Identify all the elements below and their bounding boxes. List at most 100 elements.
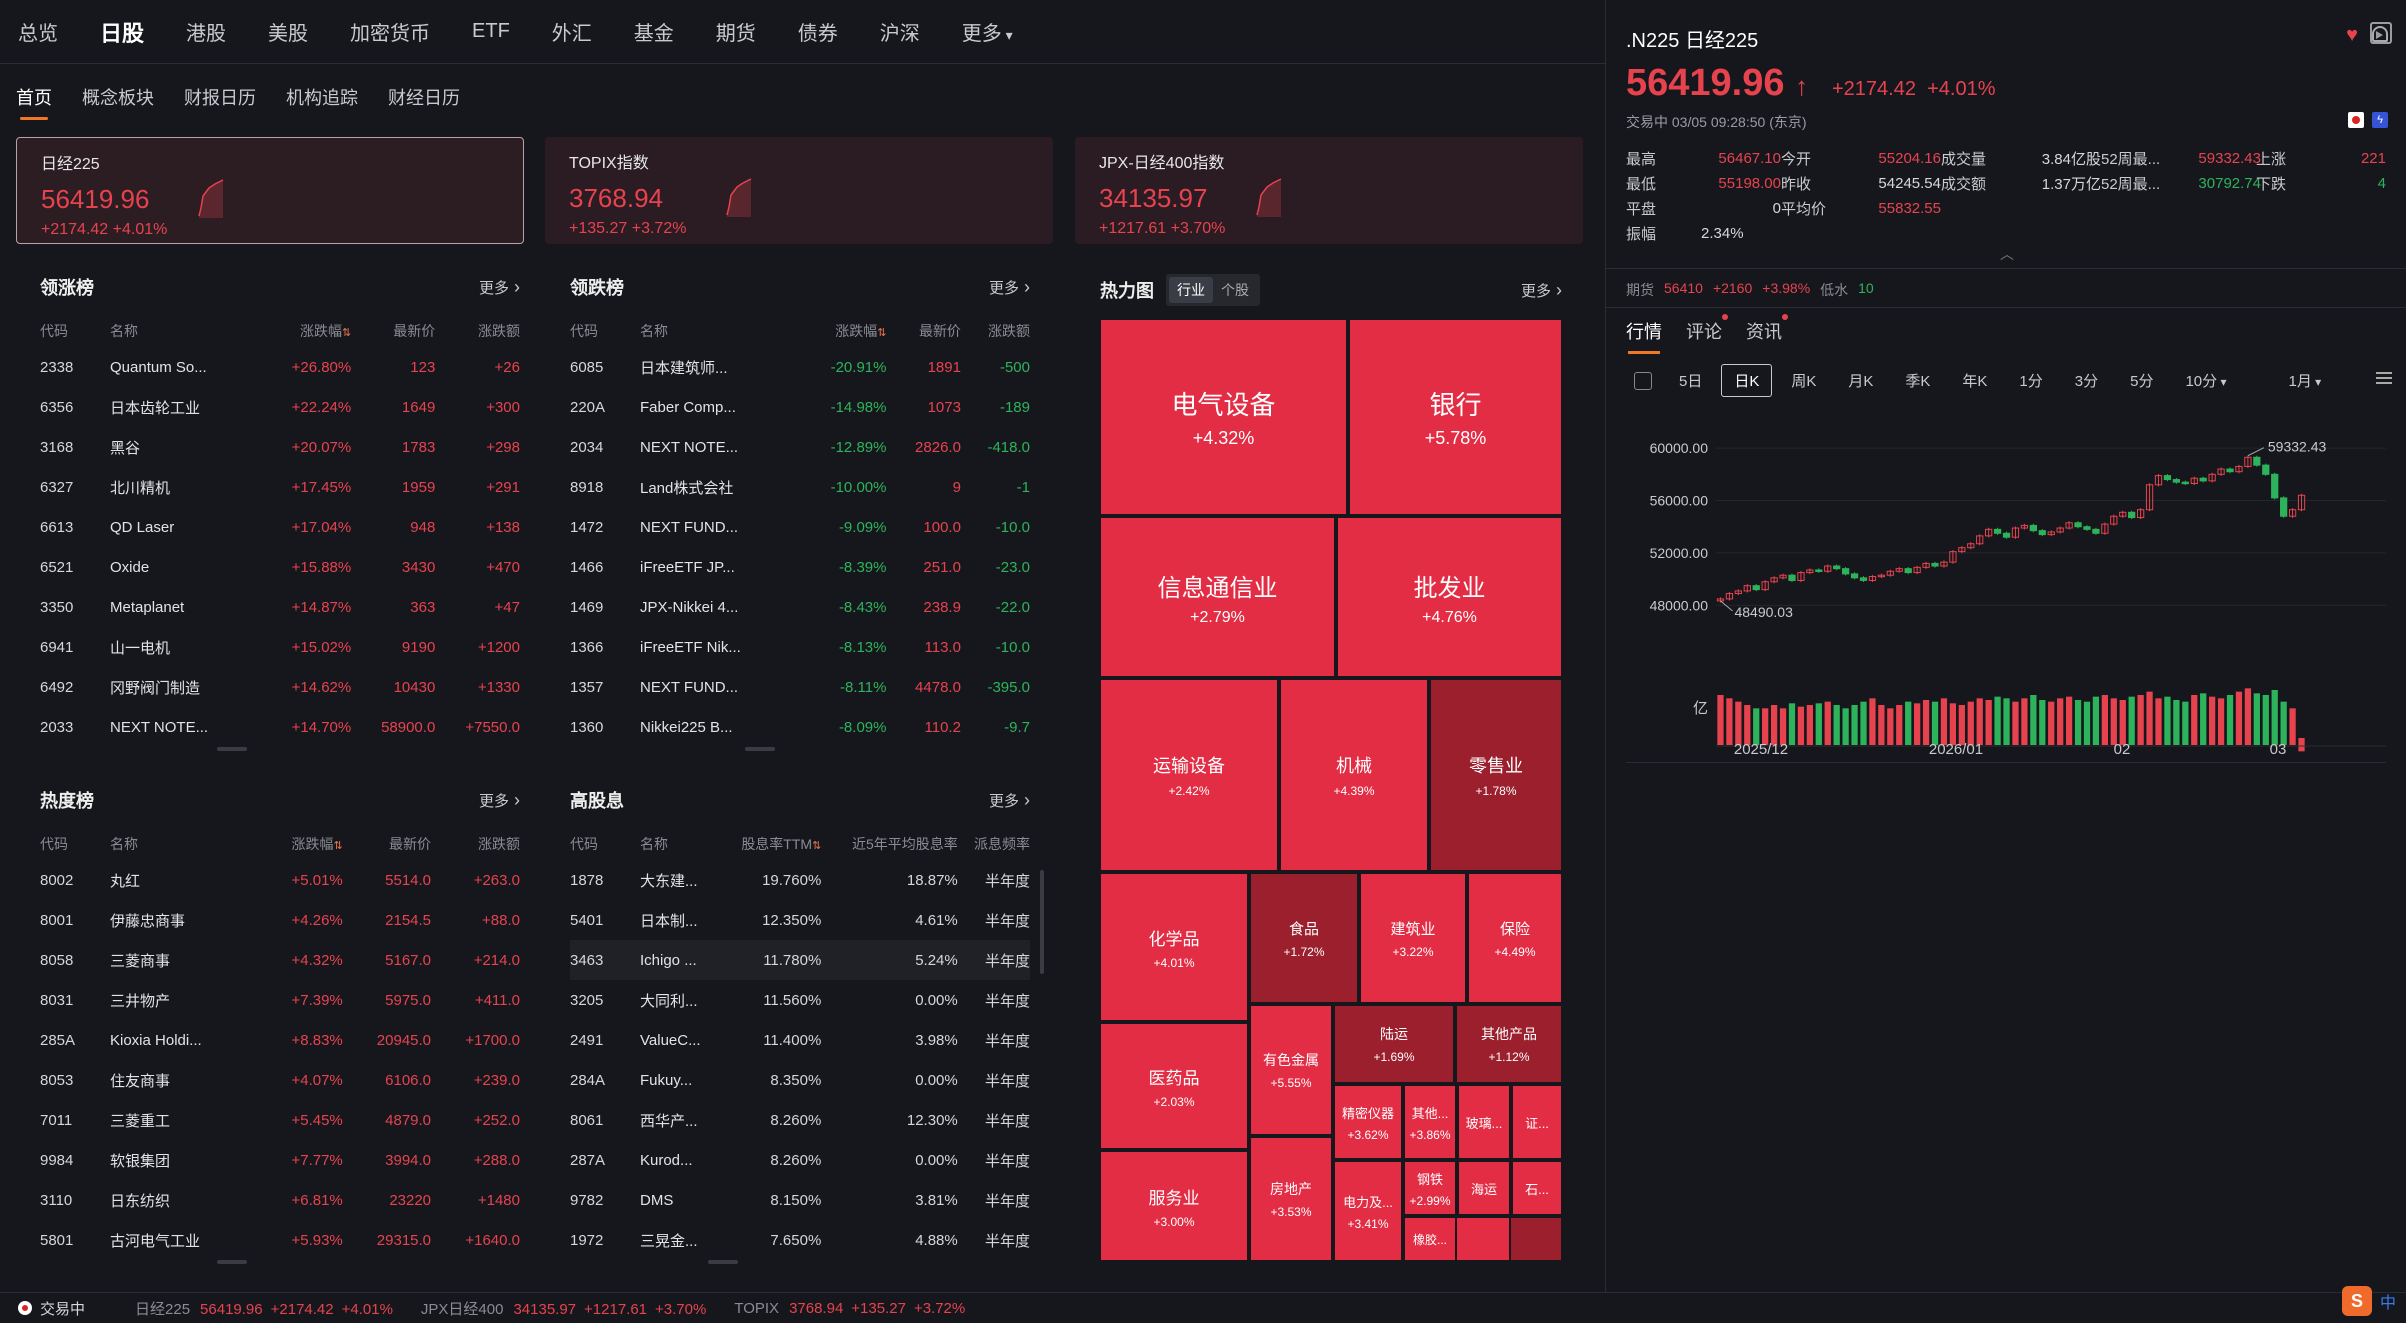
column-header[interactable]: 涨跌额 bbox=[431, 834, 520, 860]
table-row[interactable]: 6521 Oxide +15.88% 3430 +470 bbox=[40, 547, 520, 587]
period-3[interactable]: 月K bbox=[1848, 373, 1874, 390]
table-row[interactable]: 1472 NEXT FUND... -9.09% 100.0 -10.0 bbox=[570, 507, 1030, 547]
sogou-ime-icon[interactable]: S bbox=[2341, 1286, 2372, 1316]
heatmap-tile[interactable]: 医药品 +2.03% bbox=[1099, 1022, 1249, 1150]
subtab-2[interactable]: 财报日历 bbox=[184, 88, 256, 108]
table-row[interactable]: 1366 iFreeETF Nik... -8.13% 113.0 -10.0 bbox=[570, 627, 1030, 667]
ticker-item[interactable]: 日经225 56419.96 +2174.42 +4.01% bbox=[135, 1298, 393, 1319]
table-row[interactable]: 5801 古河电气工业 +5.93% 29315.0 +1640.0 bbox=[40, 1220, 520, 1260]
table-row[interactable]: 285A Kioxia Holdi... +8.83% 20945.0 +1700.0 bbox=[40, 1020, 520, 1060]
table-row[interactable]: 1466 iFreeETF JP... -8.39% 251.0 -23.0 bbox=[570, 547, 1030, 587]
nav-tab-6[interactable]: 外汇 bbox=[551, 23, 592, 45]
ime-language[interactable]: 中 bbox=[2379, 1295, 2396, 1312]
table-row[interactable]: 6613 QD Laser +17.04% 948 +138 bbox=[40, 507, 520, 547]
scrollbar[interactable] bbox=[745, 747, 775, 751]
heatmap-tile[interactable]: 保险 +4.49% bbox=[1467, 872, 1563, 1004]
period-8[interactable]: 5分 bbox=[2130, 373, 2154, 390]
nav-more-dropdown[interactable]: 更多 bbox=[962, 17, 1013, 46]
ticker-item[interactable]: JPX日经400 34135.97 +1217.61 +3.70% bbox=[421, 1298, 706, 1319]
heatmap-tile[interactable]: 电气设备 +4.32% bbox=[1099, 318, 1348, 516]
nav-tab-4[interactable]: 加密货币 bbox=[350, 23, 431, 45]
column-header[interactable]: 涨跌额 bbox=[961, 321, 1030, 347]
more-link[interactable]: 更多 bbox=[479, 790, 520, 811]
subtab-1[interactable]: 概念板块 bbox=[82, 88, 154, 108]
intraday-icon[interactable] bbox=[1634, 371, 1652, 390]
table-row[interactable]: 8002 丸红 +5.01% 5514.0 +263.0 bbox=[40, 860, 520, 900]
column-header[interactable]: 涨跌幅⇅ bbox=[259, 834, 343, 860]
table-row[interactable]: 8061 西华产... 8.260% 12.30% 半年度 bbox=[570, 1100, 1030, 1140]
heatmap-tile[interactable]: 批发业 +4.76% bbox=[1336, 516, 1563, 678]
column-header[interactable]: 涨跌幅⇅ bbox=[796, 321, 887, 347]
segment-stocks[interactable]: 个股 bbox=[1221, 282, 1249, 298]
table-row[interactable]: 8031 三井物产 +7.39% 5975.0 +411.0 bbox=[40, 980, 520, 1020]
period-2[interactable]: 周K bbox=[1791, 373, 1817, 390]
period-4[interactable]: 季K bbox=[1905, 373, 1931, 390]
heatmap-tile[interactable]: 石... bbox=[1511, 1160, 1563, 1216]
column-header[interactable]: 名称 bbox=[110, 321, 259, 347]
period-9[interactable]: 10分 bbox=[2172, 364, 2239, 397]
table-row[interactable]: 6492 冈野阀门制造 +14.62% 10430 +1330 bbox=[40, 667, 520, 707]
expand-chevron-icon[interactable]: ︿ bbox=[2000, 246, 2014, 262]
scrollbar[interactable] bbox=[217, 1260, 247, 1264]
column-header[interactable]: 派息频率 bbox=[958, 834, 1030, 860]
nav-tab-1[interactable]: 日股 bbox=[100, 20, 145, 46]
heatmap-tile[interactable]: 陆运 +1.69% bbox=[1333, 1004, 1455, 1084]
heatmap-tile[interactable]: 其他... +3.86% bbox=[1403, 1084, 1457, 1160]
column-header[interactable]: 代码 bbox=[40, 321, 110, 347]
heatmap-tile[interactable]: 零售业 +1.78% bbox=[1429, 678, 1563, 872]
table-row[interactable]: 3110 日东纺织 +6.81% 23220 +1480 bbox=[40, 1180, 520, 1220]
ime-toolbar[interactable]: S 中 bbox=[2341, 1286, 2396, 1316]
table-row[interactable]: 2338 Quantum So... +26.80% 123 +26 bbox=[40, 347, 520, 387]
column-header[interactable]: 名称 bbox=[110, 834, 259, 860]
table-row[interactable]: 7011 三菱重工 +5.45% 4879.0 +252.0 bbox=[40, 1100, 520, 1140]
column-header[interactable]: 最新价 bbox=[343, 834, 431, 860]
scrollbar[interactable] bbox=[708, 1260, 738, 1264]
candlestick-chart[interactable]: 60000.00 56000.00 52000.00 48000.00 59332.43… bbox=[1606, 420, 2406, 760]
table-row[interactable]: 6941 山一电机 +15.02% 9190 +1200 bbox=[40, 627, 520, 667]
table-row[interactable]: 8001 伊藤忠商事 +4.26% 2154.5 +88.0 bbox=[40, 900, 520, 940]
nav-tab-8[interactable]: 期货 bbox=[715, 23, 756, 45]
period-10[interactable]: 1月 bbox=[2276, 364, 2335, 397]
sort-icon[interactable]: ⇅ bbox=[333, 840, 343, 852]
heatmap-tile[interactable]: 其他产品 +1.12% bbox=[1455, 1004, 1563, 1084]
column-header[interactable]: 最新价 bbox=[886, 321, 961, 347]
heatmap-tile[interactable]: 运输设备 +2.42% bbox=[1099, 678, 1279, 872]
table-row[interactable]: 1972 三晃金... 7.650% 4.88% 半年度 bbox=[570, 1220, 1030, 1260]
table-row[interactable]: 9984 软银集团 +7.77% 3994.0 +288.0 bbox=[40, 1140, 520, 1180]
table-row[interactable]: 6356 日本齿轮工业 +22.24% 1649 +300 bbox=[40, 387, 520, 427]
table-row[interactable]: 2034 NEXT NOTE... -12.89% 2826.0 -418.0 bbox=[570, 427, 1030, 467]
heatmap-tile[interactable] bbox=[1455, 1216, 1511, 1262]
heatmap-tile[interactable]: 化学品 +4.01% bbox=[1099, 872, 1249, 1022]
nav-tab-9[interactable]: 债券 bbox=[797, 23, 838, 45]
heatmap-tile[interactable]: 建筑业 +3.22% bbox=[1359, 872, 1467, 1004]
nav-tab-10[interactable]: 沪深 bbox=[879, 23, 920, 45]
nav-tab-5[interactable]: ETF bbox=[472, 20, 510, 42]
heatmap-tile[interactable]: 海运 bbox=[1457, 1160, 1511, 1216]
favorite-heart-icon[interactable]: ♥ bbox=[2346, 24, 2358, 46]
tab-market[interactable]: 行情 bbox=[1626, 318, 1662, 354]
table-row[interactable]: 220A Faber Comp... -14.98% 1073 -189 bbox=[570, 387, 1030, 427]
column-header[interactable]: 最新价 bbox=[351, 321, 435, 347]
heatmap-tile[interactable]: 机械 +4.39% bbox=[1279, 678, 1429, 872]
column-header[interactable]: 涨跌额 bbox=[435, 321, 520, 347]
table-row[interactable]: 1878 大东建... 19.760% 18.87% 半年度 bbox=[570, 860, 1030, 900]
period-0[interactable]: 5日 bbox=[1679, 373, 1703, 390]
column-header[interactable]: 涨跌幅⇅ bbox=[259, 321, 351, 347]
heatmap-tile[interactable]: 玻璃... bbox=[1457, 1084, 1511, 1160]
more-link[interactable]: 更多 bbox=[479, 277, 520, 298]
table-row[interactable]: 6327 北川精机 +17.45% 1959 +291 bbox=[40, 467, 520, 507]
table-row[interactable]: 1360 Nikkei225 B... -8.09% 110.2 -9.7 bbox=[570, 707, 1030, 747]
sort-icon[interactable]: ⇅ bbox=[877, 327, 887, 339]
tab-news[interactable]: 资讯 bbox=[1746, 314, 1788, 354]
table-row[interactable]: 5401 日本制... 12.350% 4.61% 半年度 bbox=[570, 900, 1030, 940]
scrollbar[interactable] bbox=[217, 747, 247, 751]
segment-industry[interactable]: 行业 bbox=[1169, 277, 1213, 303]
heatmap-tile[interactable]: 钢铁 +2.99% bbox=[1403, 1160, 1457, 1216]
column-header[interactable]: 代码 bbox=[40, 834, 110, 860]
lightning-icon[interactable]: ϟ bbox=[2372, 112, 2388, 128]
column-header[interactable]: 近5年平均股息率 bbox=[821, 834, 958, 860]
table-row[interactable]: 3205 大同利... 11.560% 0.00% 半年度 bbox=[570, 980, 1030, 1020]
table-row[interactable]: 9782 DMS 8.150% 3.81% 半年度 bbox=[570, 1180, 1030, 1220]
period-7[interactable]: 3分 bbox=[2074, 373, 2099, 390]
ticker-item[interactable]: TOPIX 3768.94 +135.27 +3.72% bbox=[734, 1300, 965, 1317]
